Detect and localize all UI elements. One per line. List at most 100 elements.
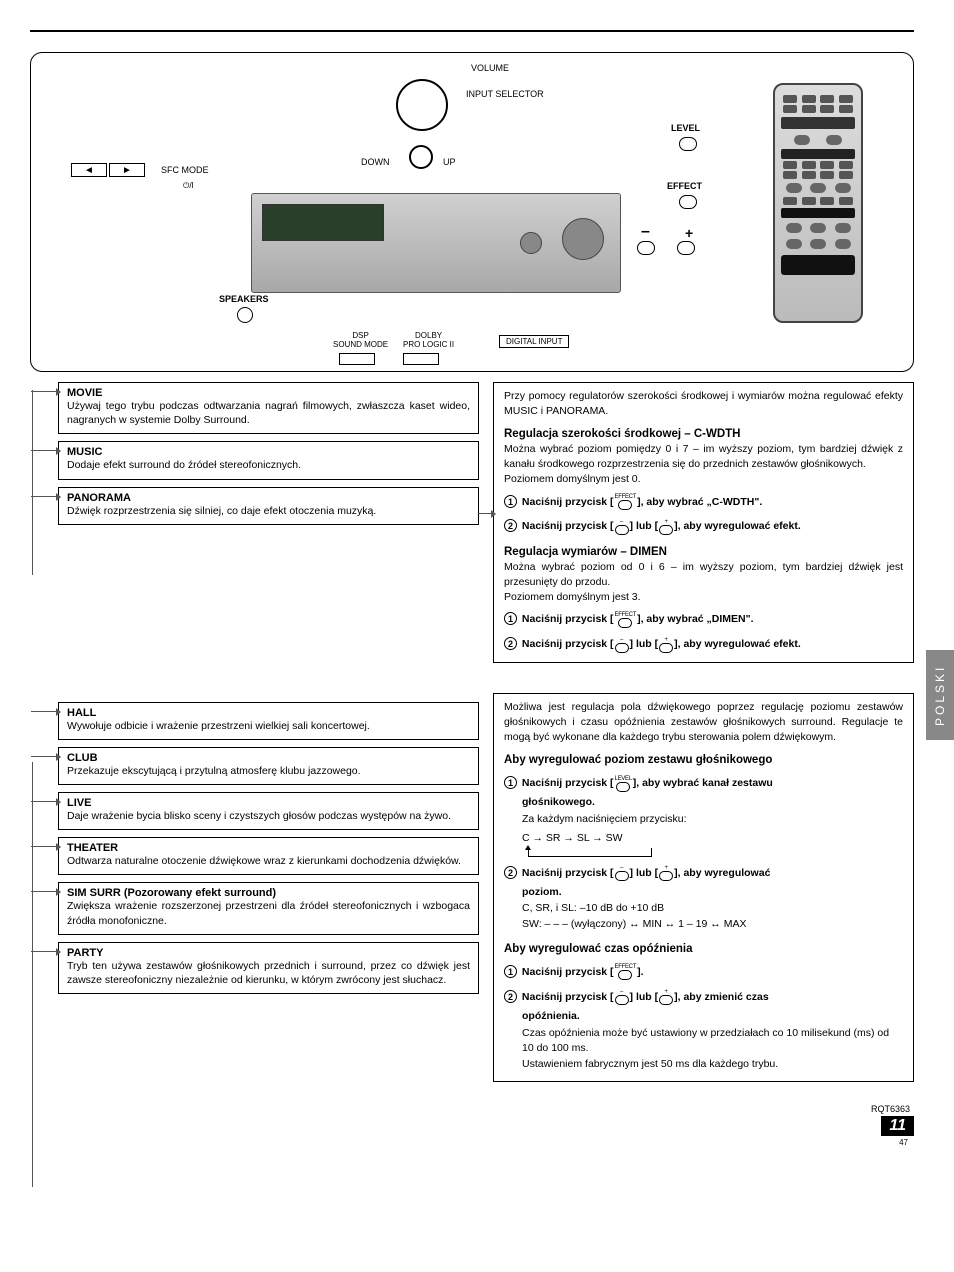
mode-title: THEATER [67, 842, 470, 854]
speaker-delay-section: Możliwa jest regulacja pola dźwiękowego … [493, 693, 914, 1082]
sfc-mode-buttons: ◄ ► [71, 163, 145, 177]
label-level: LEVEL [671, 123, 700, 133]
mode-description: Zwiększa wrażenie rozszerzonej przestrze… [67, 899, 470, 927]
plus-button-icon [659, 643, 673, 653]
minus-button-icon [615, 871, 629, 881]
step-number-icon: 2 [504, 637, 517, 650]
speaker-step1-note: Za każdym naciśnięciem przycisku: [522, 812, 903, 828]
dimen-step1: 1 Naciśnij przycisk [EFFECT], aby wybrać… [504, 610, 903, 629]
dolby-prologic-button-icon [403, 353, 439, 365]
input-selector-knob-icon [409, 145, 433, 169]
mode-description: Dodaje efekt surround do źródeł stereofo… [67, 458, 470, 472]
mode-title: MUSIC [67, 446, 470, 458]
delay-step2-cont: opóźnienia. [522, 1007, 903, 1026]
label-input-selector: INPUT SELECTOR [466, 89, 544, 99]
page-number: 11 [881, 1116, 914, 1136]
sfc-right-button: ► [109, 163, 145, 177]
top-horizontal-rule [30, 30, 914, 32]
speaker-step1-cont: głośnikowego. [522, 793, 903, 812]
cwdth-heading: Regulacja szerokości środkowej – C-WDTH [504, 426, 903, 442]
mode-title: LIVE [67, 797, 470, 809]
speaker-step2: 2 Naciśnij przycisk [–] lub [+], aby wyr… [504, 864, 903, 883]
minus-button-icon [637, 241, 655, 255]
power-icon: ⏻/I [183, 181, 194, 191]
language-tab: POLSKI [926, 650, 954, 740]
delay-step1: 1 Naciśnij przycisk [EFFECT]. [504, 963, 903, 982]
sheet-number: 47 [899, 1138, 908, 1147]
range-sw: SW: – – – (wyłączony) ↔ MIN ↔ 1 – 19 ↔ M… [522, 917, 903, 933]
mode-title: MOVIE [67, 387, 470, 399]
mode-description: Dźwięk rozprzestrzenia się silniej, co d… [67, 504, 470, 518]
step-number-icon: 2 [504, 990, 517, 1003]
mode-box: SIM SURR (Pozorowany efekt surround)Zwię… [58, 882, 479, 934]
mode-box: PARTYTryb ten używa zestawów głośnikowyc… [58, 942, 479, 994]
plus-button-icon [677, 241, 695, 255]
delay-heading: Aby wyregulować czas opóźnienia [504, 941, 903, 957]
mode-description: Wywołuje odbicie i wrażenie przestrzeni … [67, 719, 470, 733]
label-dsp-sound-mode: DSP SOUND MODE [333, 331, 388, 349]
label-volume: VOLUME [471, 63, 509, 73]
label-dolby-prologic: DOLBY PRO LOGIC II [403, 331, 454, 349]
speaker-step2-cont: poziom. [522, 883, 903, 902]
mode-description: Używaj tego trybu podczas odtwarzania na… [67, 399, 470, 427]
mode-title: SIM SURR (Pozorowany efekt surround) [67, 887, 470, 899]
document-code: RQT6363 [871, 1104, 910, 1114]
remote-illustration [773, 83, 863, 323]
mode-description: Daje wrażenie bycia blisko sceny i czyst… [67, 809, 470, 823]
mode-box: THEATEROdtwarza naturalne otoczenie dźwi… [58, 837, 479, 875]
label-sfc-mode: SFC MODE [161, 165, 209, 175]
dsp-mode-button-icon [339, 353, 375, 365]
plus-button-icon [659, 525, 673, 535]
step-number-icon: 2 [504, 866, 517, 879]
receiver-volume-knob-icon [562, 218, 604, 260]
mode-description: Odtwarza naturalne otoczenie dźwiękowe w… [67, 854, 470, 868]
label-speakers: SPEAKERS [219, 294, 269, 304]
minus-button-icon [615, 525, 629, 535]
mode-title: CLUB [67, 752, 470, 764]
step-number-icon: 1 [504, 965, 517, 978]
plus-button-icon [659, 995, 673, 1005]
mode-box: CLUBPrzekazuje ekscytującą i przytulną a… [58, 747, 479, 785]
range-csrsl: C, SR, i SL: –10 dB do +10 dB [522, 901, 903, 917]
step-number-icon: 1 [504, 612, 517, 625]
channel-flow: C → SR → SL → SW [522, 831, 903, 846]
mode-title: PARTY [67, 947, 470, 959]
label-digital-input: DIGITAL INPUT [499, 335, 569, 348]
intro-text: Możliwa jest regulacja pola dźwiękowego … [504, 700, 903, 744]
plus-button-icon [659, 871, 673, 881]
mode-box: LIVEDaje wrażenie bycia blisko sceny i c… [58, 792, 479, 830]
intro-text: Przy pomocy regulatorów szerokości środk… [504, 389, 903, 418]
effect-button-icon [618, 500, 632, 510]
mode-box: MOVIEUżywaj tego trybu podczas odtwarzan… [58, 382, 479, 434]
dimen-heading: Regulacja wymiarów – DIMEN [504, 544, 903, 560]
effect-button-icon [618, 618, 632, 628]
step-number-icon: 1 [504, 495, 517, 508]
dimen-body: Można wybrać poziom od 0 i 6 – im wyższy… [504, 560, 903, 604]
return-arrow-icon [522, 848, 652, 858]
speakers-button-icon [237, 307, 253, 323]
mode-box: MUSICDodaje efekt surround do źródeł ste… [58, 441, 479, 479]
label-down: DOWN [361, 157, 390, 167]
speaker-level-heading: Aby wyregulować poziom zestawu głośnikow… [504, 752, 903, 768]
receiver-illustration [251, 193, 621, 293]
cwdth-step1: 1 Naciśnij przycisk [EFFECT], aby wybrać… [504, 493, 903, 512]
mode-description: Przekazuje ekscytującą i przytulną atmos… [67, 764, 470, 778]
device-diagram: VOLUME INPUT SELECTOR DOWN UP ◄ ► SFC MO… [30, 52, 914, 372]
level-button-icon [616, 782, 630, 792]
effect-button-icon [618, 970, 632, 980]
delay-note1: Czas opóźnienia może być ustawiony w prz… [522, 1026, 903, 1058]
step-number-icon: 1 [504, 776, 517, 789]
effect-button-icon [679, 195, 697, 209]
sfc-left-button: ◄ [71, 163, 107, 177]
cwdth-step2: 2 Naciśnij przycisk [–] lub [+], aby wyr… [504, 517, 903, 536]
speaker-step1: 1 Naciśnij przycisk [LEVEL], aby wybrać … [504, 774, 903, 793]
volume-knob-icon [396, 79, 448, 131]
label-effect: EFFECT [667, 181, 702, 191]
mode-box: PANORAMADźwięk rozprzestrzenia się silni… [58, 487, 479, 525]
dimen-step2: 2 Naciśnij przycisk [–] lub [+], aby wyr… [504, 635, 903, 654]
mode-description: Tryb ten używa zestawów głośnikowych prz… [67, 959, 470, 987]
step-number-icon: 2 [504, 519, 517, 532]
receiver-selector-knob-icon [520, 232, 542, 254]
level-button-icon [679, 137, 697, 151]
page-footer: RQT6363 11 47 [30, 1104, 914, 1144]
